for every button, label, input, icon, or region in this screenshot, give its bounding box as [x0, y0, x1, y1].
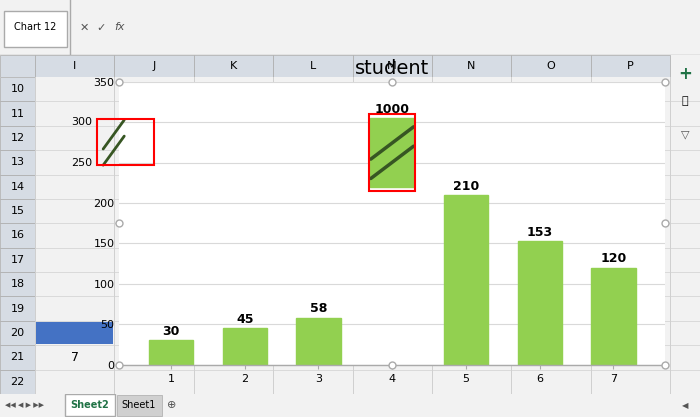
Text: L: L — [309, 61, 316, 71]
Title: student: student — [355, 59, 429, 78]
Text: M: M — [387, 61, 397, 71]
Text: 1000: 1000 — [374, 103, 409, 116]
Bar — [444, 195, 488, 364]
Bar — [0, 175, 35, 199]
Text: 12: 12 — [10, 133, 25, 143]
Text: 45: 45 — [236, 313, 253, 326]
Bar — [0, 55, 35, 77]
Text: 58: 58 — [310, 302, 327, 315]
Bar — [0, 101, 35, 126]
Bar — [97, 119, 154, 165]
Bar — [194, 55, 273, 77]
Bar — [591, 55, 670, 77]
FancyBboxPatch shape — [4, 11, 66, 47]
Text: 15: 15 — [10, 206, 25, 216]
Bar — [223, 328, 267, 364]
Text: +: + — [678, 65, 692, 83]
Bar — [511, 55, 591, 77]
Text: 153: 153 — [526, 226, 553, 239]
Text: 16: 16 — [10, 231, 25, 241]
Bar — [0, 224, 35, 248]
FancyBboxPatch shape — [65, 394, 115, 416]
Bar — [114, 55, 194, 77]
Text: N: N — [468, 61, 476, 71]
Bar — [0, 296, 35, 321]
Text: 13: 13 — [10, 157, 25, 167]
Bar — [149, 340, 193, 364]
Text: Chart 12: Chart 12 — [14, 23, 56, 33]
Text: Sheet1: Sheet1 — [122, 400, 156, 410]
Text: 🖊: 🖊 — [682, 95, 688, 106]
Bar — [273, 55, 353, 77]
Bar — [0, 150, 35, 175]
Text: 22: 22 — [10, 377, 25, 387]
Text: J: J — [153, 61, 155, 71]
Text: ▽: ▽ — [680, 130, 690, 140]
Text: 30: 30 — [162, 325, 180, 338]
Bar — [432, 55, 511, 77]
Text: 18: 18 — [10, 279, 25, 289]
Text: 300: 300 — [71, 117, 92, 127]
Bar — [36, 322, 113, 344]
Text: ◀◀ ◀ ▶ ▶▶: ◀◀ ◀ ▶ ▶▶ — [5, 402, 44, 409]
Text: Sheet2: Sheet2 — [71, 400, 109, 410]
Bar — [370, 114, 415, 191]
Text: 10: 10 — [10, 84, 25, 94]
Text: O: O — [547, 61, 555, 71]
Text: ✕: ✕ — [79, 23, 89, 33]
Bar — [0, 126, 35, 150]
Text: 20: 20 — [10, 328, 25, 338]
Text: K: K — [230, 61, 237, 71]
Bar — [0, 77, 35, 101]
Text: 7: 7 — [71, 351, 78, 364]
Bar — [0, 321, 35, 345]
Bar — [0, 272, 35, 296]
Text: 11: 11 — [10, 108, 25, 118]
Bar — [0, 345, 35, 369]
Bar — [35, 55, 114, 77]
Bar — [296, 318, 341, 364]
Text: ✓: ✓ — [97, 23, 106, 33]
Bar — [0, 369, 35, 394]
Text: 17: 17 — [10, 255, 25, 265]
Bar — [0, 199, 35, 224]
Bar — [592, 268, 636, 364]
Text: ◀: ◀ — [682, 401, 688, 410]
Text: 120: 120 — [601, 252, 626, 265]
Text: 14: 14 — [10, 182, 25, 192]
Text: 19: 19 — [10, 304, 25, 314]
Text: 210: 210 — [453, 180, 479, 193]
FancyBboxPatch shape — [117, 395, 162, 416]
Text: ⊕: ⊕ — [167, 400, 176, 410]
Bar — [517, 241, 562, 364]
Text: I: I — [73, 61, 76, 71]
Bar — [370, 118, 414, 187]
Bar — [0, 248, 35, 272]
Text: fx: fx — [114, 23, 125, 33]
Text: 250: 250 — [71, 158, 92, 168]
Bar — [353, 55, 432, 77]
Text: P: P — [627, 61, 634, 71]
Text: 21: 21 — [10, 352, 25, 362]
